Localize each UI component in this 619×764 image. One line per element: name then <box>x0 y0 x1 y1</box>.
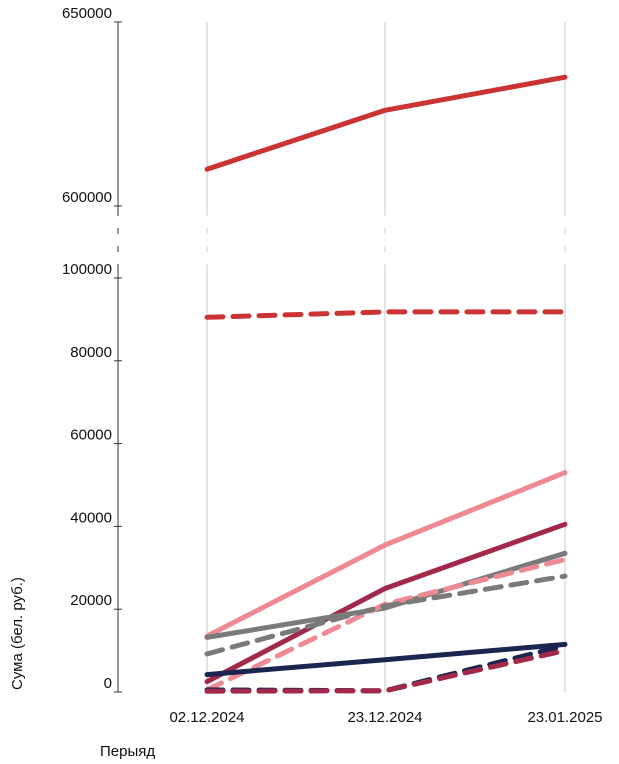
grid-lines <box>206 22 566 692</box>
axes <box>114 21 122 693</box>
y-tick-label: 600000 <box>62 189 112 206</box>
series-line-1 <box>204 74 568 172</box>
series-line-10 <box>204 648 568 694</box>
x-tick-label: 23.01.2025 <box>527 709 602 726</box>
series-line-2 <box>204 309 568 320</box>
y-axis-title: Сума (бел. руб.) <box>9 577 26 690</box>
series-line-3 <box>204 470 568 639</box>
y-tick-label: 40000 <box>70 509 112 526</box>
x-tick-label: 23.12.2024 <box>347 709 422 726</box>
series-lines <box>204 74 568 694</box>
y-tick-label: 100000 <box>62 261 112 278</box>
y-tick-label: 20000 <box>70 592 112 609</box>
x-tick-label: 02.12.2024 <box>169 709 244 726</box>
series-line-8 <box>204 641 568 678</box>
y-tick-label: 60000 <box>70 427 112 444</box>
series-line-7 <box>204 573 568 657</box>
y-tick-label: 0 <box>104 675 112 692</box>
y-tick-label: 80000 <box>70 344 112 361</box>
y-tick-label: 650000 <box>62 5 112 22</box>
tick-labels: 0 20000 40000 60000 80000 100000 600000 650000 0… <box>62 5 603 726</box>
series-line-5 <box>204 550 568 640</box>
series-line-4 <box>204 521 568 685</box>
x-axis-title: Перыяд <box>100 743 155 760</box>
